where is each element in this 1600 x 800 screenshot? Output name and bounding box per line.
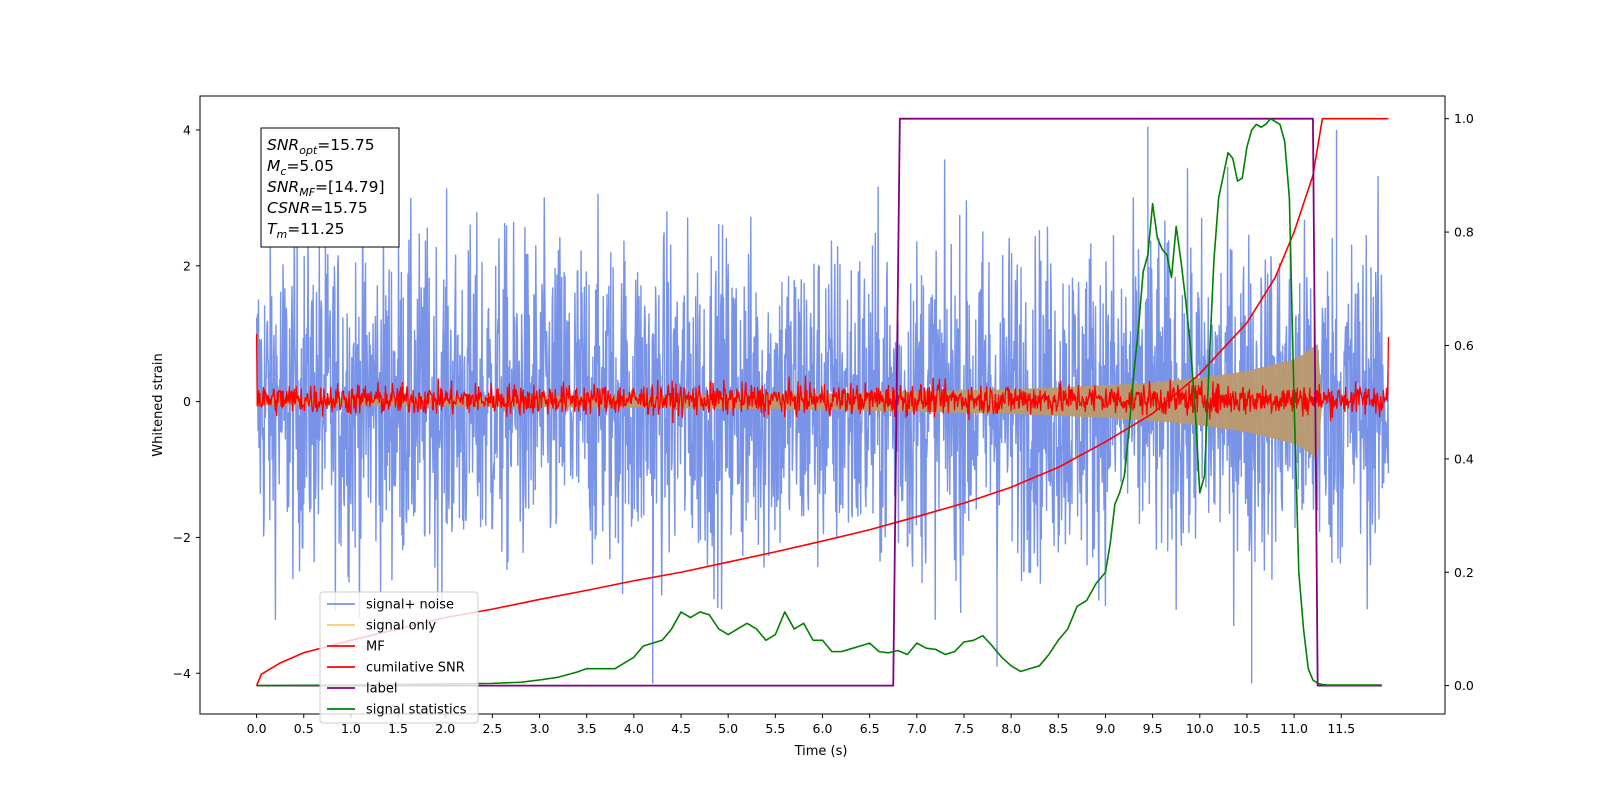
x-tick-label: 4.0: [624, 721, 644, 736]
annotation-line: CSNR=15.75: [267, 199, 368, 217]
annotation-subscript: c: [280, 165, 286, 178]
y-right-tick-label: 0.0: [1454, 678, 1474, 693]
legend: signal+ noise signal only MF cumilative SNR…: [319, 591, 479, 724]
annotation-value: =11.25: [287, 220, 344, 238]
legend-label: signal+ noise: [366, 598, 454, 613]
annotation-symbol: SNR: [267, 136, 299, 154]
x-tick-label: 5.5: [765, 721, 785, 736]
annotation-subscript: m: [276, 228, 287, 241]
series-signal-statistics: [256, 117, 1382, 687]
legend-frame: [319, 591, 479, 724]
x-tick-label: 5.0: [718, 721, 738, 736]
x-tick-label: 8.0: [1001, 721, 1021, 736]
y-right-tick-label: 0.6: [1454, 338, 1474, 353]
y-right-tick-label: 0.4: [1454, 451, 1474, 466]
annotation-line: Mc=5.05: [267, 157, 334, 178]
annotation-value: =15.75: [310, 199, 367, 217]
y-tick-label: 4: [183, 122, 191, 137]
y-tick-label: −2: [173, 530, 191, 545]
y-tick-label: 2: [183, 258, 191, 273]
x-tick-label: 3.0: [530, 721, 550, 736]
annotation-frame: [260, 127, 400, 248]
annotation-value: =5.05: [286, 157, 334, 175]
annotation-subscript: MF: [299, 186, 315, 199]
legend-label: signal only: [366, 619, 436, 634]
x-tick-label: 2.5: [482, 721, 502, 736]
x-tick-label: 11.0: [1280, 721, 1308, 736]
x-tick-label: 9.5: [1143, 721, 1163, 736]
legend-item: signal only: [327, 619, 436, 634]
x-tick-label: 0.0: [247, 721, 267, 736]
y-tick-label: 0: [183, 394, 191, 409]
legend-item: label: [327, 682, 397, 697]
x-tick-label: 3.5: [577, 721, 597, 736]
y-axis-left: −4 −2 0 2 4: [173, 122, 200, 681]
x-tick-label: 10.0: [1186, 721, 1214, 736]
annotation-symbol: CSNR: [267, 199, 310, 217]
x-tick-label: 4.5: [671, 721, 691, 736]
annotation-lines: SNRopt=15.75Mc=5.05SNRMF=[14.79]CSNR=15.…: [267, 136, 385, 241]
legend-label: label: [366, 682, 397, 697]
annotation-line: SNRopt=15.75: [267, 136, 375, 157]
x-tick-label: 7.0: [907, 721, 927, 736]
x-tick-label: 6.5: [860, 721, 880, 736]
legend-label: cumilative SNR: [366, 661, 465, 676]
annotation-subscript: opt: [299, 144, 318, 157]
legend-item: MF: [327, 640, 385, 655]
annotation-line: SNRMF=[14.79]: [267, 178, 385, 199]
y-axis-label: Whitened strain: [151, 353, 166, 456]
legend-item: signal statistics: [327, 703, 467, 718]
x-tick-label: 0.5: [294, 721, 314, 736]
y-tick-label: −4: [173, 666, 191, 681]
x-tick-label: 8.5: [1048, 721, 1068, 736]
annotation-value: =15.75: [317, 136, 374, 154]
x-tick-label: 1.0: [341, 721, 361, 736]
annotation-symbol: T: [267, 220, 278, 238]
series-signal-only: [256, 343, 1323, 460]
legend-items: signal+ noise signal only MF cumilative SNR…: [327, 598, 467, 718]
annotation-value: =[14.79]: [315, 178, 384, 196]
y-right-tick-label: 1.0: [1454, 111, 1474, 126]
series-mf: [255, 333, 1390, 424]
annotation-line: Tm=11.25: [267, 220, 345, 241]
legend-item: signal+ noise: [327, 598, 454, 613]
y-right-tick-label: 0.8: [1454, 225, 1474, 240]
y-right-tick-label: 0.2: [1454, 565, 1474, 580]
x-tick-label: 6.0: [813, 721, 833, 736]
annotation-box: SNRopt=15.75Mc=5.05SNRMF=[14.79]CSNR=15.…: [260, 127, 400, 248]
series-signal-statistics-line: [256, 117, 1382, 687]
x-tick-label: 7.5: [954, 721, 974, 736]
x-axis: 0.0 0.5 1.0 1.5 2.0 2.5 3.0 3.5 4.0 4.5 5.0 5.5 6.0 6…: [247, 714, 1355, 736]
x-axis-label: Time (s): [794, 744, 848, 759]
x-tick-label: 1.5: [388, 721, 408, 736]
y-axis-right: 0.0 0.2 0.4 0.6 0.8 1.0: [1445, 111, 1474, 693]
x-tick-label: 11.5: [1327, 721, 1355, 736]
x-tick-label: 10.5: [1233, 721, 1261, 736]
series-mf-line: [255, 333, 1390, 424]
x-tick-label: 2.0: [435, 721, 455, 736]
legend-item: cumilative SNR: [327, 661, 465, 676]
legend-label: MF: [366, 640, 385, 655]
annotation-symbol: M: [267, 157, 280, 175]
x-tick-label: 9.0: [1096, 721, 1116, 736]
series-signal-only-area: [256, 343, 1323, 460]
legend-label: signal statistics: [366, 703, 467, 718]
annotation-symbol: SNR: [267, 178, 299, 196]
